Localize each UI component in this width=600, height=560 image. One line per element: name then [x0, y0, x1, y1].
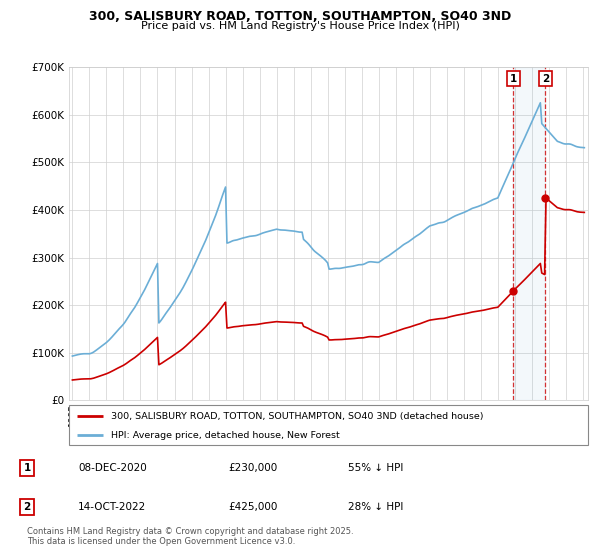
Text: 2: 2: [23, 502, 31, 512]
Text: 55% ↓ HPI: 55% ↓ HPI: [348, 463, 403, 473]
Text: £230,000: £230,000: [228, 463, 277, 473]
Text: 08-DEC-2020: 08-DEC-2020: [78, 463, 147, 473]
Text: 1: 1: [510, 74, 517, 84]
Text: £425,000: £425,000: [228, 502, 277, 512]
Text: 300, SALISBURY ROAD, TOTTON, SOUTHAMPTON, SO40 3ND (detached house): 300, SALISBURY ROAD, TOTTON, SOUTHAMPTON…: [110, 412, 483, 421]
Text: 28% ↓ HPI: 28% ↓ HPI: [348, 502, 403, 512]
Text: 300, SALISBURY ROAD, TOTTON, SOUTHAMPTON, SO40 3ND: 300, SALISBURY ROAD, TOTTON, SOUTHAMPTON…: [89, 10, 511, 23]
Text: Price paid vs. HM Land Registry's House Price Index (HPI): Price paid vs. HM Land Registry's House …: [140, 21, 460, 31]
Bar: [514, 67, 545, 400]
Text: 14-OCT-2022: 14-OCT-2022: [78, 502, 146, 512]
Text: 1: 1: [23, 463, 31, 473]
Text: Contains HM Land Registry data © Crown copyright and database right 2025.
This d: Contains HM Land Registry data © Crown c…: [27, 526, 353, 546]
Text: 2: 2: [542, 74, 549, 84]
Text: HPI: Average price, detached house, New Forest: HPI: Average price, detached house, New …: [110, 431, 339, 440]
